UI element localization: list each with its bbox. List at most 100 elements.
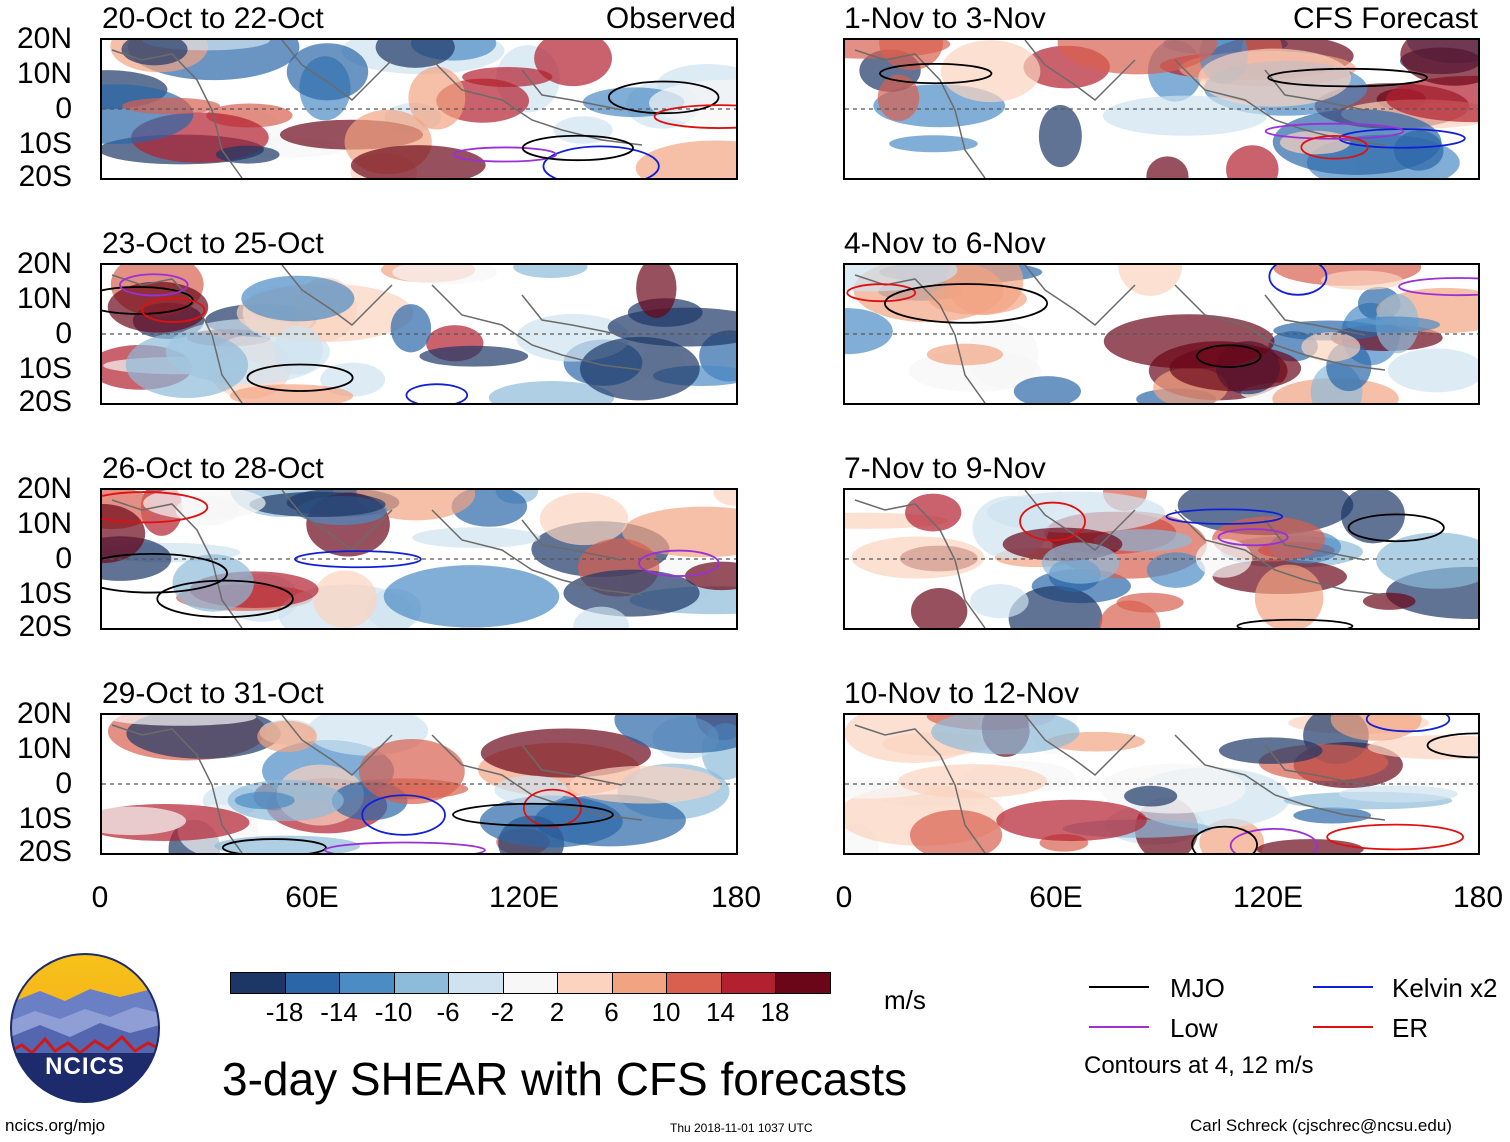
wave-contour [141, 297, 206, 323]
shear-anomaly-patch [569, 765, 721, 804]
forecast-panel-1-title: 1-Nov to 3-Nov [844, 2, 1046, 35]
colorbar-swatch [230, 972, 286, 994]
shear-anomaly-patch [350, 145, 486, 178]
shear-anomaly-patch [1367, 735, 1478, 760]
shear-anomaly-patch [241, 275, 355, 322]
lon-label-0-left: 0 [91, 881, 109, 914]
wave-contour [653, 104, 736, 129]
forecast-panel-3-title: 7-Nov to 9-Nov [844, 452, 1046, 485]
wave-contour [1300, 135, 1369, 160]
forecast-panel-1-map [843, 38, 1480, 180]
shear-anomaly-patch [1118, 265, 1183, 296]
wave-contour [102, 491, 209, 524]
coastline [854, 490, 1386, 628]
shear-anomaly-patch [419, 345, 529, 367]
lat-label-row2-10s: 10S [18, 352, 72, 385]
shear-anomaly-patch [910, 809, 1003, 853]
wave-contour [119, 273, 189, 297]
shear-anomaly-patch [1013, 376, 1081, 403]
shear-anomaly-patch [614, 715, 736, 753]
lon-label-0-right: 0 [835, 881, 853, 914]
observed-panel-2-title: 23-Oct to 25-Oct [102, 227, 324, 260]
shear-anomaly-patch [488, 381, 615, 403]
coastline [854, 265, 1386, 403]
colorbar-tick-label: 10 [651, 997, 681, 1027]
shear-anomaly-patch [635, 140, 736, 178]
colorbar-swatch [284, 972, 340, 994]
shear-anomaly-patch [408, 66, 466, 130]
lat-label-row4-10s: 10S [18, 802, 72, 835]
lon-label-120e-right: 120E [1232, 881, 1304, 914]
shear-anomaly-patch [1218, 737, 1323, 764]
wave-contour [1426, 732, 1478, 759]
colorbar-tick-label: -6 [436, 997, 460, 1027]
colorbar-swatch [775, 972, 831, 994]
colorbar-tick-label: -2 [490, 997, 515, 1027]
shear-anomaly-patch [274, 325, 323, 375]
shear-anomaly-patch [102, 806, 186, 836]
lat-label-row1-0: 0 [55, 92, 72, 125]
shear-anomaly-patch [359, 739, 465, 805]
shear-anomaly-patch [1345, 316, 1441, 333]
lat-label-row2-20s: 20S [18, 385, 72, 418]
shear-anomaly-patch [390, 304, 432, 353]
lon-label-60e-right: 60E [1029, 881, 1083, 914]
shear-anomaly-patch [1198, 48, 1352, 107]
shear-anomaly-patch [970, 584, 1029, 619]
legend-kelvin-line [1313, 986, 1373, 988]
wave-contour [246, 363, 354, 392]
wave-contour [1196, 344, 1262, 368]
wave-contour [294, 550, 422, 569]
colorbar-swatch [339, 972, 395, 994]
forecast-panel-4-title: 10-Nov to 12-Nov [844, 677, 1080, 710]
wave-contour [1236, 618, 1354, 628]
colorbar-tick-label: -14 [320, 997, 358, 1027]
lat-label-row1-20s: 20S [18, 160, 72, 193]
observed-label: Observed [605, 2, 736, 35]
shear-anomaly-patch [215, 145, 280, 164]
shear-anomaly-patch [105, 715, 257, 726]
wave-contour [452, 802, 614, 827]
wave-contour [1365, 715, 1451, 733]
shear-anomaly-patch [383, 565, 560, 628]
lat-label-row4-0: 0 [55, 767, 72, 800]
ncics-logo-text: NCICS [45, 1053, 125, 1080]
forecast-panel-4-map [843, 713, 1480, 855]
legend-contour-note: Contours at 4, 12 m/s [1084, 1052, 1314, 1079]
observed-panel-1-title: 20-Oct to 22-Oct [102, 2, 324, 35]
shear-anomaly-patch [1386, 75, 1478, 123]
shear-anomaly-patch [313, 570, 378, 628]
shear-anomaly-patch [479, 795, 623, 848]
shear-anomaly-patch [1102, 95, 1268, 136]
wave-contour [1165, 508, 1284, 525]
shear-anomaly-patch [1330, 715, 1422, 741]
shear-anomaly-patch [1146, 552, 1206, 588]
wave-contour [1398, 277, 1478, 297]
shear-anomaly-patch [1146, 156, 1189, 178]
lat-label-row3-0: 0 [55, 542, 72, 575]
footer-author: Carl Schreck (cjschrec@ncsu.edu) [1190, 1116, 1452, 1135]
shear-anomaly-patch [889, 135, 978, 153]
coastline [111, 490, 643, 628]
legend-low-line [1089, 1026, 1149, 1028]
shear-anomaly-patch [122, 97, 221, 115]
footer-url: ncics.org/mjo [5, 1116, 106, 1135]
cfs-forecast-label: CFS Forecast [1292, 2, 1478, 35]
shear-anomaly-patch [1098, 600, 1161, 628]
shear-anomaly-patch [257, 720, 317, 753]
wave-contour [156, 579, 294, 618]
lat-label-row2-0: 0 [55, 317, 72, 350]
wave-contour [879, 62, 993, 85]
lon-label-180-right: 180 [1452, 881, 1504, 914]
legend-mjo-label: MJO [1170, 973, 1225, 1003]
shear-anomaly-patch [1008, 585, 1103, 628]
wave-contour [542, 145, 660, 178]
forecast-panel-2-map [843, 263, 1480, 405]
shear-anomaly-patch [539, 492, 629, 546]
shear-anomaly-patch [1293, 807, 1372, 824]
colorbar-units: m/s [884, 985, 926, 1015]
legend-er-line [1313, 1026, 1373, 1028]
colorbar-swatch [393, 972, 449, 994]
legend-low-label: Low [1170, 1013, 1218, 1043]
shear-anomaly-patch [905, 493, 962, 532]
